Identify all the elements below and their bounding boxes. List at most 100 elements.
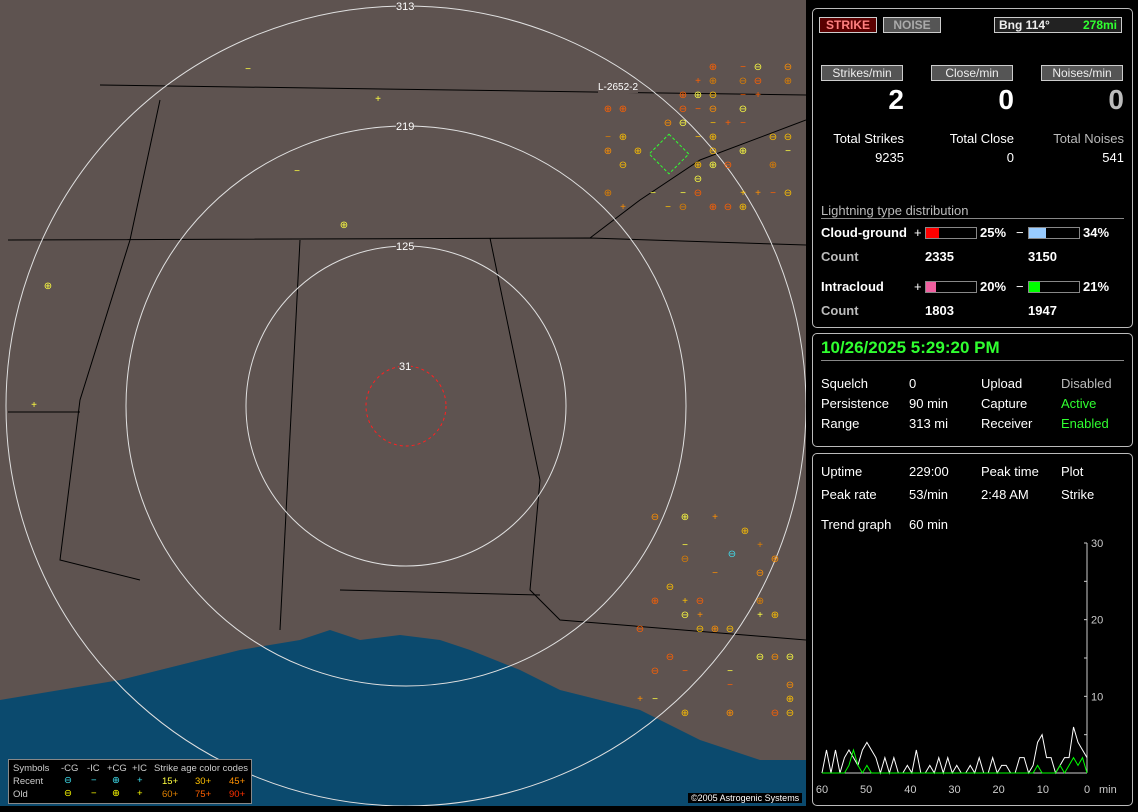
strike-marker: ⊕ [784, 76, 792, 87]
strike-marker: ⊕ [604, 146, 612, 157]
status-label: Squelch [821, 376, 868, 391]
recent-pos-cg-icon: ⊕ [112, 775, 120, 786]
strike-marker: − [695, 132, 701, 143]
strike-marker: ⊖ [786, 652, 794, 663]
strike-marker: + [725, 118, 731, 129]
cg-pos-bar [925, 227, 977, 239]
counts-panel: STRIKE NOISE Bng 114° 278mi Strikes/min … [812, 8, 1133, 328]
trend-series-0 [821, 726, 1088, 775]
strike-marker: ⊖ [739, 76, 747, 87]
trend-panel: Uptime 229:00 Peak time Plot Peak rate 5… [812, 453, 1133, 806]
legend-col: -IC [87, 763, 100, 774]
strike-marker: ⊖ [786, 680, 794, 691]
strike-marker: ⊖ [681, 610, 689, 621]
x-tick-label: 0 [1084, 784, 1090, 796]
minus-sign: − [1016, 225, 1024, 240]
noises-per-min-button[interactable]: Noises/min [1041, 65, 1123, 81]
old-neg-cg-icon: ⊖ [64, 788, 72, 799]
strike-marker: ⊕ [711, 624, 719, 635]
plus-sign: + [914, 225, 922, 240]
peak-rate-label: Peak rate [821, 487, 877, 502]
trend-period: 60 min [909, 517, 949, 532]
total-strikes-label: Total Strikes [833, 131, 904, 146]
old-neg-ic-icon: − [91, 788, 97, 799]
age-code: 90+ [229, 789, 246, 800]
cg-label: Cloud-ground [821, 225, 907, 240]
total-strikes: 9235 [875, 150, 904, 165]
ic-neg-pct: 21% [1083, 279, 1110, 294]
strike-marker: ⊕ [709, 160, 717, 171]
strike-marker: ⊕ [694, 160, 702, 171]
state-borders [7, 84, 806, 641]
strike-marker: ⊕ [340, 220, 348, 231]
strike-button[interactable]: STRIKE [819, 17, 877, 33]
y-tick-label: 20 [1091, 615, 1103, 627]
legend-age-title: Strike age color codes [154, 763, 248, 774]
ic-label: Intracloud [821, 279, 884, 294]
strike-marker: ⊕ [741, 526, 749, 537]
strike-marker: ⊖ [709, 90, 717, 101]
recent-neg-ic-icon: − [91, 775, 97, 786]
legend-col: +IC [132, 763, 148, 774]
strikes-per-min-button[interactable]: Strikes/min [821, 65, 903, 81]
peak-time-label: Peak time [981, 464, 1039, 479]
noise-button[interactable]: NOISE [883, 17, 941, 33]
strike-map[interactable]: ⊕ − ⊖ ⊖ + ⊕ ⊖ ⊖ ⊕ ⊕ ⊕ ⊖ − + ⊕ ⊕ ⊖ − ⊖ ⊖ ⊖ ⊖ − + − − ⊕ − ⊕ ⊖ ⊖ ⊕ ⊕ ⊖ ⊕ − ⊖ ⊕ ⊕ ⊖… [0, 0, 806, 806]
strike-marker: − [727, 680, 733, 691]
count-label: Count [821, 249, 859, 264]
strike-marker: − [770, 188, 776, 199]
strike-marker: + [31, 400, 37, 411]
x-tick-label: 10 [1037, 784, 1049, 796]
peak-rate: 53/min [909, 487, 949, 502]
strike-marker: − [665, 202, 671, 213]
distribution-title: Lightning type distribution [821, 203, 1124, 219]
ring-label-313: 313 [396, 1, 415, 13]
strike-marker: ⊕ [619, 132, 627, 143]
strike-marker: − [605, 132, 611, 143]
bearing-display: Bng 114° 278mi [994, 17, 1122, 33]
strike-marker: − [245, 64, 251, 75]
strike-marker: ⊕ [726, 708, 734, 719]
close-per-min-value: 0 [998, 84, 1014, 115]
strike-marker: ⊖ [724, 202, 732, 213]
strike-marker: ⊖ [694, 188, 702, 199]
strike-marker: ⊕ [681, 512, 689, 523]
total-close-label: Total Close [949, 131, 1014, 146]
ring-label-31: 31 [399, 361, 412, 373]
strike-marker: + [755, 188, 761, 199]
close-per-min-button[interactable]: Close/min [931, 65, 1013, 81]
status-value: 313 mi [909, 416, 949, 431]
copyright: ©2005 Astrogenic Systems [688, 793, 803, 803]
strike-marker: ⊕ [679, 90, 687, 101]
strike-marker: ⊖ [679, 118, 687, 129]
strike-marker: ⊖ [786, 708, 794, 719]
strike-marker: ⊖ [619, 160, 627, 171]
strikes-per-min-value: 2 [888, 84, 904, 115]
plot-label: Plot [1061, 464, 1084, 479]
strike-marker: − [695, 104, 701, 115]
strike-marker: + [682, 596, 688, 607]
symbol-legend: Symbols -CG -IC +CG +IC Strike age color… [8, 759, 252, 804]
x-tick-label: 30 [948, 784, 960, 796]
strike-marker: + [695, 76, 701, 87]
bearing: Bng 114° [999, 18, 1050, 32]
legend-col: -CG [61, 763, 79, 774]
recent-pos-ic-icon: + [137, 775, 143, 786]
strike-marker: ⊕ [709, 62, 717, 73]
ic-pos-count: 1803 [925, 303, 954, 318]
plot-type[interactable]: Strike [1061, 487, 1095, 502]
cg-pos-pct: 25% [980, 225, 1007, 240]
strike-marker: ⊖ [709, 146, 717, 157]
strike-marker: ⊖ [771, 652, 779, 663]
strike-marker: ⊖ [728, 549, 736, 560]
count-label: Count [821, 303, 859, 318]
datetime: 10/26/2025 5:29:20 PM [821, 338, 1124, 361]
strike-marker: ⊕ [709, 76, 717, 87]
strike-marker: ⊖ [784, 132, 792, 143]
strike-marker: ⊖ [694, 174, 702, 185]
x-tick-label: 40 [904, 784, 916, 796]
strike-marker: ⊖ [739, 104, 747, 115]
strike-marker: ⊕ [786, 694, 794, 705]
strike-marker: − [785, 146, 791, 157]
strike-marker: ⊕ [619, 104, 627, 115]
